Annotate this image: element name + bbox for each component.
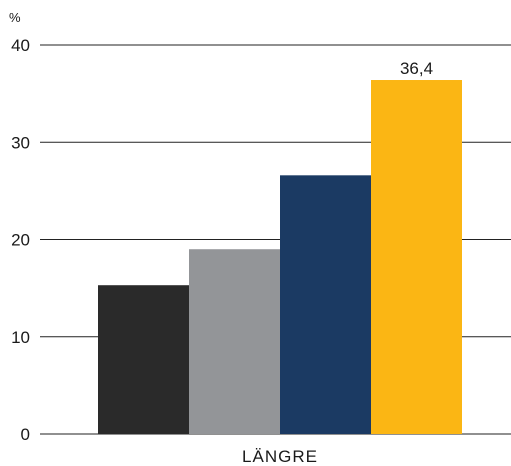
data-labels: 36,4 [400, 59, 433, 78]
y-tick-label: 0 [21, 425, 30, 444]
y-unit-label: % [9, 10, 21, 25]
bar-series-1 [98, 285, 189, 434]
bar-series-2 [189, 249, 280, 434]
y-tick-label: 10 [11, 328, 30, 347]
bar-data-label: 36,4 [400, 59, 433, 78]
y-tick-label: 40 [11, 36, 30, 55]
bars [98, 80, 462, 434]
y-tick-label: 30 [11, 133, 30, 152]
y-tick-label: 20 [11, 231, 30, 250]
y-axis-ticks: 0 10 20 30 40 [11, 36, 30, 444]
bar-series-3 [280, 175, 371, 434]
x-category-label: LÄNGRE [242, 447, 318, 466]
bar-series-4 [371, 80, 462, 434]
